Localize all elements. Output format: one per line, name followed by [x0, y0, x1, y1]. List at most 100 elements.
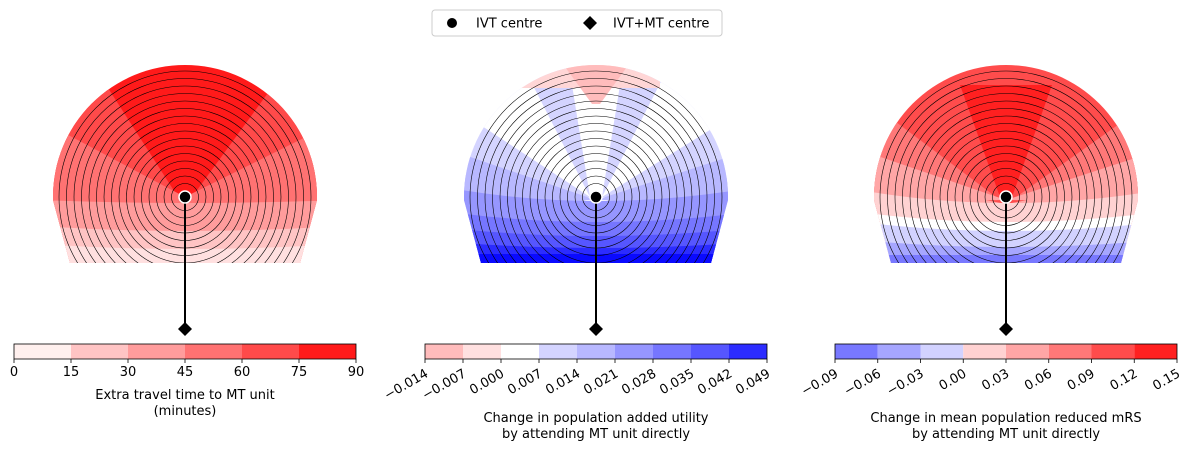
colorbar-tick-label: 0.049	[733, 366, 773, 398]
colorbar-segment	[577, 344, 615, 359]
colorbar-tick-label: −0.03	[884, 366, 926, 399]
colorbar-tick-label: 0.06	[1022, 366, 1055, 393]
colorbar-segment	[729, 344, 767, 359]
colorbar-tick-label: 0.03	[979, 366, 1012, 393]
distance-ring	[932, 123, 1080, 263]
colorbar-tick-label: 0.09	[1065, 366, 1098, 393]
colorbar-tick-label: 0.000	[467, 366, 507, 398]
ivt-mt-centre-legend-marker	[583, 16, 597, 30]
distance-ring	[917, 108, 1095, 263]
distance-ring	[484, 85, 708, 263]
colorbar-segment	[242, 344, 299, 359]
colorbar-tick-label: 0.028	[619, 366, 659, 398]
colorbar-segment	[615, 344, 653, 359]
colorbar-segment	[1134, 344, 1177, 359]
panel-travel-time	[53, 65, 317, 336]
colorbar-segment	[501, 344, 539, 359]
distance-ring	[81, 93, 289, 263]
colorbar-label: Extra travel time to MT unit	[95, 388, 274, 403]
distance-ring	[492, 93, 700, 263]
ivt-mt-centre-marker	[999, 322, 1013, 336]
colorbar-tick-label: 0.00	[937, 366, 970, 393]
panel-mrs	[874, 65, 1138, 336]
colorbar-segment	[653, 344, 691, 359]
colorbar-segment	[1048, 344, 1092, 359]
distance-ring	[96, 108, 274, 263]
colorbar-segment	[299, 344, 356, 359]
colorbar-label: (minutes)	[154, 404, 217, 419]
colorbar-segment	[1006, 344, 1049, 359]
colorbar-segment	[128, 344, 185, 359]
colorbar-segment	[1091, 344, 1135, 359]
colorbar-tick-label: 0.12	[1108, 366, 1141, 393]
colorbar-segment	[425, 344, 463, 359]
colorbar-utility: −0.014−0.0070.0000.0070.0140.0210.0280.0…	[382, 343, 773, 442]
distance-ring	[939, 130, 1073, 263]
distance-ring	[924, 115, 1088, 263]
distance-ring	[887, 78, 1125, 263]
distance-ring	[88, 100, 282, 263]
distance-ring	[902, 93, 1110, 263]
map-region-band-4	[53, 120, 185, 200]
colorbar-label: Change in mean population reduced mRS	[870, 411, 1141, 426]
map-region-band-26	[560, 65, 632, 104]
colorbar-segment	[691, 344, 729, 359]
legend: IVT centre IVT+MT centre	[431, 9, 723, 37]
ivt-centre-legend-marker	[447, 18, 457, 28]
ivt-mt-centre-marker	[178, 322, 192, 336]
distance-ring	[909, 100, 1103, 263]
colorbar-tick-label: 0.042	[695, 366, 735, 398]
colorbar-tick-label: 30	[120, 365, 137, 380]
colorbar-travel-time: 0 15 30 45 60 75 90 Extra travel time to MT uni…	[10, 343, 365, 419]
colorbar-tick-label: 75	[291, 365, 308, 380]
map-region-band-24	[464, 254, 728, 263]
colorbar-label: Change in population added utility	[483, 411, 708, 426]
colorbar-tick-label: 45	[177, 365, 194, 380]
colorbar-tick-label: −0.06	[842, 366, 884, 399]
legend-frame	[431, 9, 723, 37]
colorbar-tick-label: 0.007	[505, 366, 545, 398]
ivt-mt-centre-marker	[589, 322, 603, 336]
distance-ring	[514, 115, 678, 263]
distance-ring	[66, 78, 304, 263]
colorbar-tick-label: 0	[10, 365, 18, 380]
colorbar-segment	[539, 344, 577, 359]
distance-ring	[73, 85, 297, 263]
distance-ring	[58, 70, 312, 263]
colorbar-outline	[424, 343, 768, 360]
colorbar-segment	[463, 344, 501, 359]
colorbar-segment	[877, 344, 921, 359]
colorbar-segment	[185, 344, 242, 359]
distance-ring	[507, 108, 685, 263]
distance-ring	[522, 123, 670, 263]
panel-utility	[464, 65, 728, 336]
colorbar-segment	[920, 344, 964, 359]
map-region-band-5	[185, 120, 317, 200]
colorbar-tick-label: −0.007	[420, 366, 469, 403]
legend-label-ivt: IVT centre	[476, 17, 542, 32]
distance-ring	[499, 100, 693, 263]
travel-time-map	[53, 65, 317, 263]
legend-label-ivt-mt: IVT+MT centre	[613, 17, 709, 32]
map-region-band-28	[960, 85, 1052, 197]
ivt-centre-marker	[589, 190, 603, 204]
mrs-distance-rings	[874, 65, 1138, 263]
distance-ring	[894, 85, 1118, 263]
ivt-centre-marker	[999, 190, 1013, 204]
colorbar-tick-label: 90	[348, 365, 365, 380]
colorbar-tick-label: 0.035	[657, 366, 697, 398]
colorbar-tick-label: 0.15	[1150, 366, 1183, 393]
colorbar-tick-label: 60	[234, 365, 251, 380]
distance-ring	[469, 70, 723, 263]
ivt-centre-marker	[178, 190, 192, 204]
colorbar-segment	[963, 344, 1006, 359]
colorbar-tick-label: 0.021	[581, 366, 621, 398]
distance-ring	[477, 78, 715, 263]
distance-ring	[103, 115, 267, 263]
colorbar-segment	[71, 344, 128, 359]
colorbar-tick-label: −0.09	[799, 366, 841, 399]
colorbar-segment	[14, 344, 71, 359]
distance-ring	[118, 130, 252, 263]
distance-ring	[529, 130, 663, 263]
